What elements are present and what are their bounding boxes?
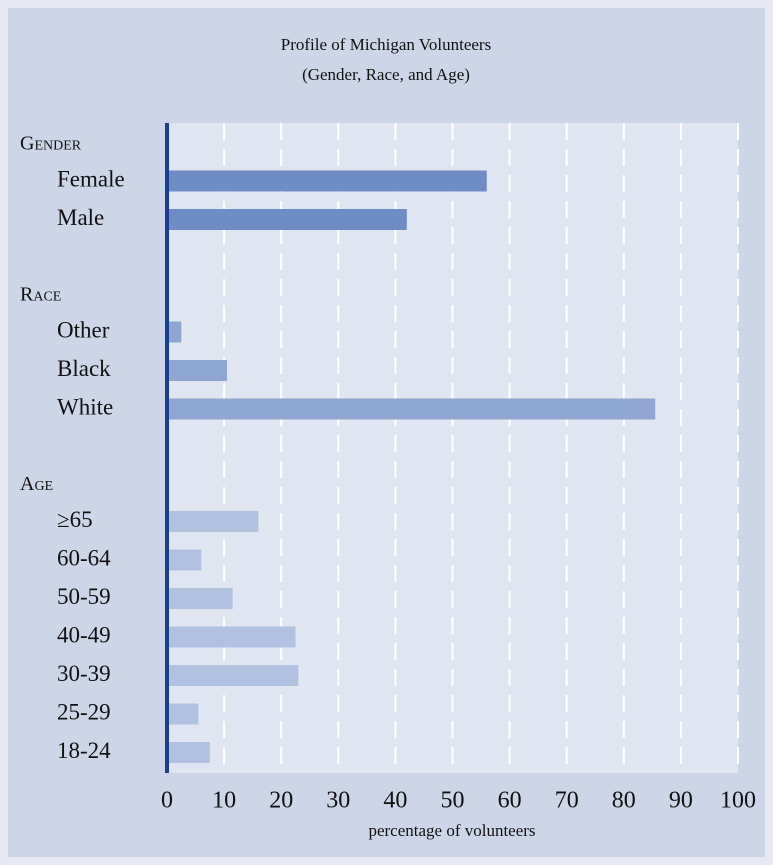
bar (167, 742, 210, 763)
y-tick-label: Other (57, 317, 110, 342)
x-tick-label: 40 (383, 788, 407, 814)
y-tick-label: 50-59 (57, 584, 111, 609)
bar (167, 398, 656, 420)
bar (167, 549, 202, 571)
chart-subtitle: (Gender, Race, and Age) (302, 65, 470, 84)
bar (167, 511, 259, 532)
y-tick-label: Female (57, 166, 125, 191)
y-tick-label: White (57, 394, 113, 419)
y-tick-label: 18-24 (57, 738, 111, 763)
bar (167, 170, 487, 192)
y-tick-label: 60-64 (57, 545, 111, 570)
x-tick-label: 80 (612, 788, 636, 814)
x-tick-label: 90 (669, 788, 693, 814)
x-tick-label: 20 (269, 788, 293, 814)
x-tick-label: 100 (720, 788, 756, 814)
chart-title: Profile of Michigan Volunteers (281, 35, 491, 54)
x-axis-label: percentage of volunteers (368, 821, 535, 840)
y-tick-label: ≥65 (57, 507, 93, 532)
group-label: Gender (20, 133, 82, 155)
bar (167, 321, 182, 343)
bar (167, 626, 296, 648)
x-tick-label: 60 (498, 788, 522, 814)
x-tick-label: 10 (212, 788, 236, 814)
x-tick-label: 50 (441, 788, 465, 814)
bar (167, 588, 233, 609)
y-tick-label: 30-39 (57, 661, 111, 686)
x-tick-label: 70 (555, 788, 579, 814)
y-tick-label: Male (57, 205, 104, 230)
group-label: Age (20, 473, 53, 495)
x-tick-label: 30 (326, 788, 350, 814)
x-tick-label: 0 (161, 788, 173, 814)
group-label: Race (20, 284, 61, 306)
bar (167, 209, 407, 230)
y-tick-label: Black (57, 356, 111, 381)
bar (167, 360, 227, 381)
y-tick-label: 25-29 (57, 699, 111, 724)
bar (167, 703, 199, 725)
y-tick-label: 40-49 (57, 622, 111, 647)
bar (167, 665, 299, 686)
